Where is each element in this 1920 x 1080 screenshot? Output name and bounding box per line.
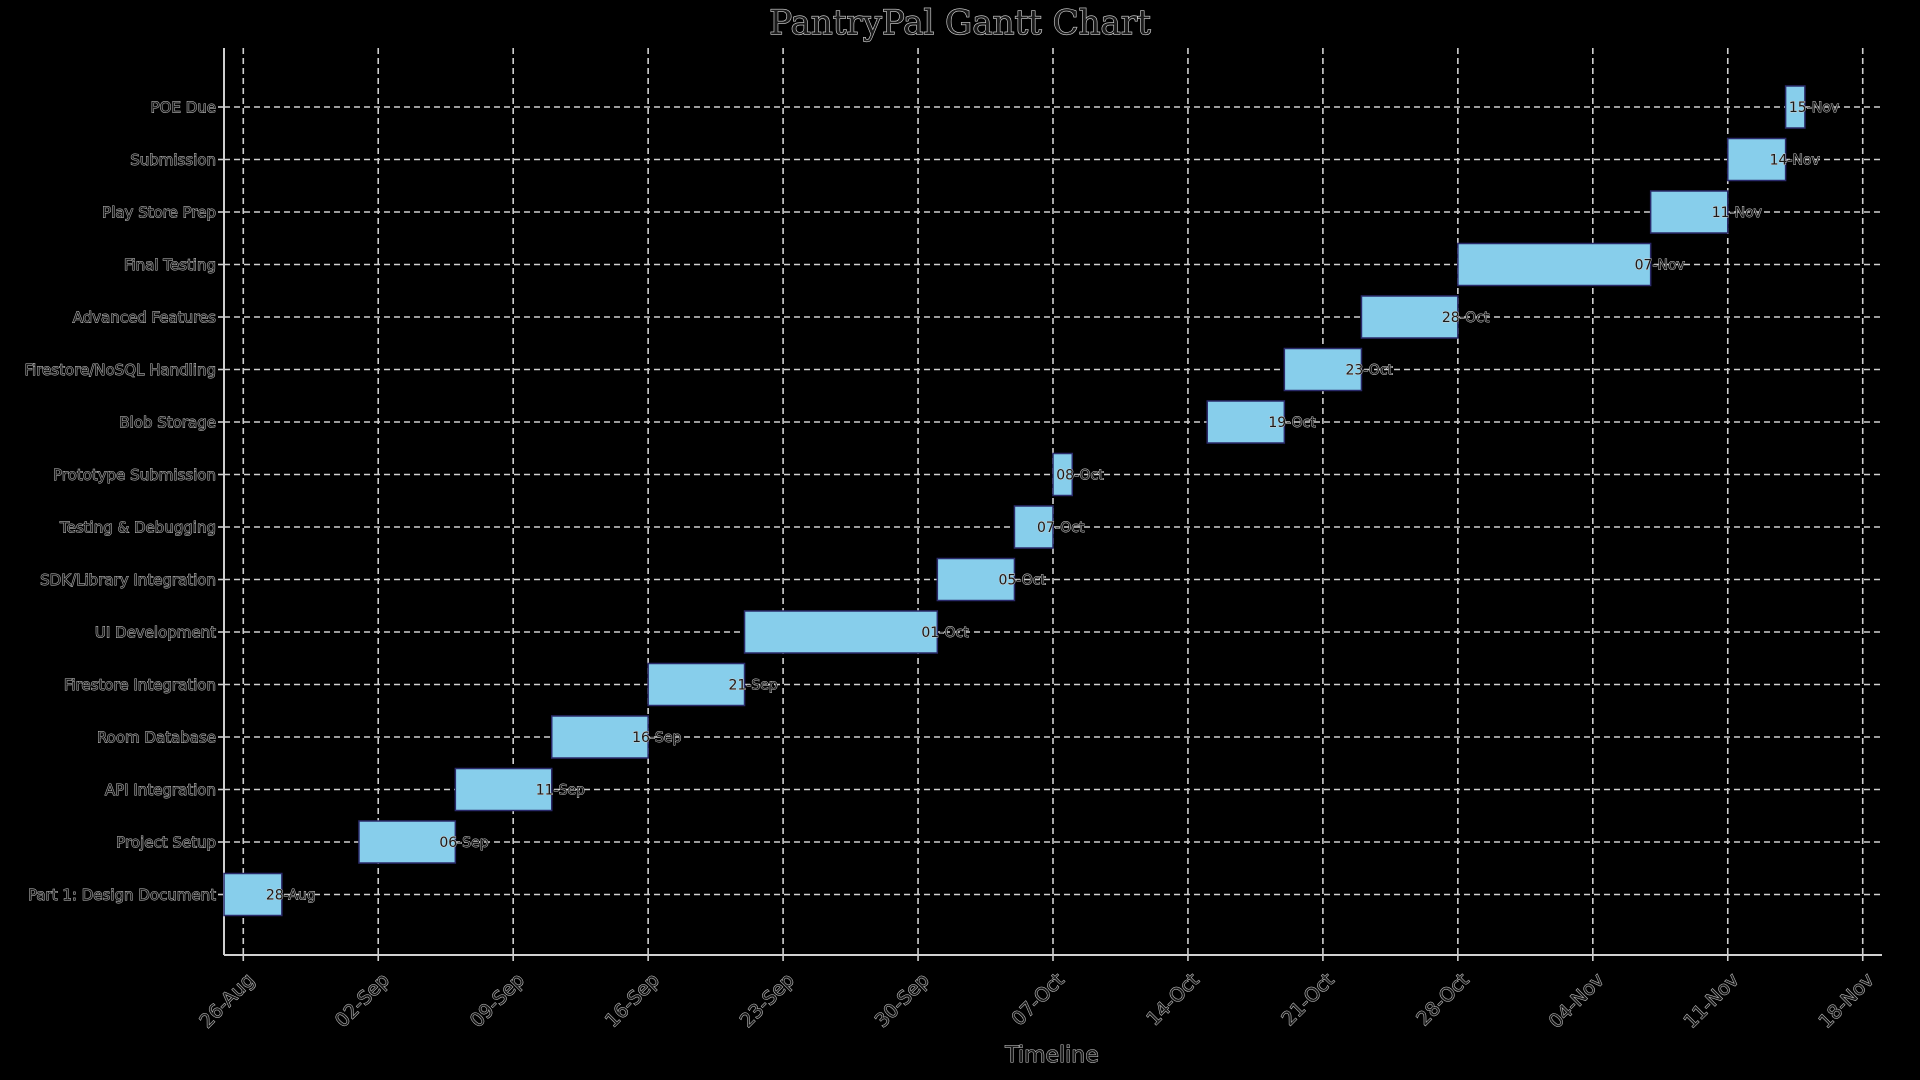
x-tick-label: 04-Nov [1545,969,1609,1033]
bars [223,85,1806,917]
bar-end-label: 07-Nov [1635,257,1685,273]
y-tick-label: API Integration [105,781,216,799]
x-tick-label: 28-Oct [1412,969,1473,1030]
y-tick-label: Play Store Prep [102,203,216,221]
x-tick-label: 30-Sep [871,969,934,1032]
y-tick-label: Part 1: Design Document [28,886,216,904]
bar-end-label: 01-Oct [921,625,969,641]
x-tick-label: 18-Nov [1815,969,1879,1033]
x-tick-label: 23-Sep [736,969,799,1032]
chart-title: PantryPal Gantt Chart [769,3,1151,43]
y-tick-label: Firestore Integration [64,676,216,694]
task-bar [550,715,649,759]
y-tick-label: POE Due [151,98,216,116]
task-bar [1013,505,1054,549]
y-tick-label: Submission [130,151,216,169]
x-tick-label: 11-Nov [1680,969,1744,1033]
task-bar [1052,452,1074,497]
y-tick-label: Testing & Debugging [59,518,216,536]
task-bar [223,872,283,917]
y-tick-label: Room Database [97,728,216,746]
bar-end-label: 06-Sep [439,835,488,851]
task-bar [1283,347,1363,392]
y-tick-label: Advanced Features [73,308,217,326]
task-bar [647,662,746,707]
task-bar [1784,85,1806,129]
x-axis-label: Timeline [1004,1043,1099,1068]
x-tick-label: 02-Sep [331,969,394,1032]
bar-end-label: 16-Sep [632,730,681,746]
x-tick-label: 26-Aug [195,969,258,1032]
bar-end-label: 14-Nov [1770,152,1820,168]
y-tick-label: Project Setup [116,833,216,851]
bar-end-label: 28-Oct [1442,310,1490,326]
task-bar [1649,190,1729,234]
bar-end-label: 11-Nov [1712,205,1762,221]
y-tick-label: Final Testing [124,256,216,274]
bar-end-label: 07-Oct [1037,520,1085,536]
bar-end-label: 19-Oct [1268,415,1316,431]
bar-end-label: 15-Nov [1789,100,1839,116]
task-bar [1206,400,1286,444]
x-tick-label: 14-Oct [1142,969,1203,1030]
bar-end-label: 21-Sep [729,677,778,693]
task-bar [1457,242,1652,287]
x-tick-label: 16-Sep [601,969,664,1032]
bar-end-label: 28-Aug [266,887,316,903]
task-bar [454,767,553,812]
task-bar [1360,295,1459,339]
y-tick-label: SDK/Library Integration [40,571,216,589]
bar-end-label: 11-Sep [536,782,585,798]
task-bar [936,557,1016,602]
bar-end-label: 23-Oct [1345,362,1393,378]
axes [218,48,1882,961]
task-bar [358,820,457,864]
y-tick-label: Firestore/NoSQL Handling [25,361,216,379]
bar-end-label: 05-Oct [998,572,1046,588]
x-tick-label: 21-Oct [1277,969,1338,1030]
y-tick-label: Blob Storage [119,413,216,431]
y-tick-label: Prototype Submission [53,466,216,484]
task-bar [743,610,939,654]
bar-end-label: 08-Oct [1056,467,1104,483]
x-tick-label: 09-Sep [466,969,529,1032]
task-bar [1727,137,1787,182]
x-tick-label: 07-Oct [1008,969,1069,1030]
y-tick-label: UI Development [95,623,216,641]
grid-layer [224,48,1882,955]
